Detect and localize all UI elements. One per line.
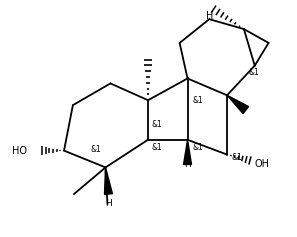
Text: &1: &1 bbox=[152, 143, 163, 152]
Text: &1: &1 bbox=[231, 153, 242, 162]
Polygon shape bbox=[105, 167, 112, 195]
Text: &1: &1 bbox=[192, 143, 203, 152]
Text: HO: HO bbox=[12, 146, 27, 156]
Text: H: H bbox=[105, 199, 112, 208]
Polygon shape bbox=[184, 140, 192, 164]
Text: H: H bbox=[184, 160, 191, 169]
Text: &1: &1 bbox=[91, 145, 102, 154]
Text: &1: &1 bbox=[152, 120, 163, 129]
Polygon shape bbox=[227, 95, 249, 114]
Text: OH: OH bbox=[255, 160, 270, 169]
Text: &1: &1 bbox=[249, 68, 260, 77]
Text: H: H bbox=[206, 11, 213, 21]
Text: &1: &1 bbox=[192, 96, 203, 105]
